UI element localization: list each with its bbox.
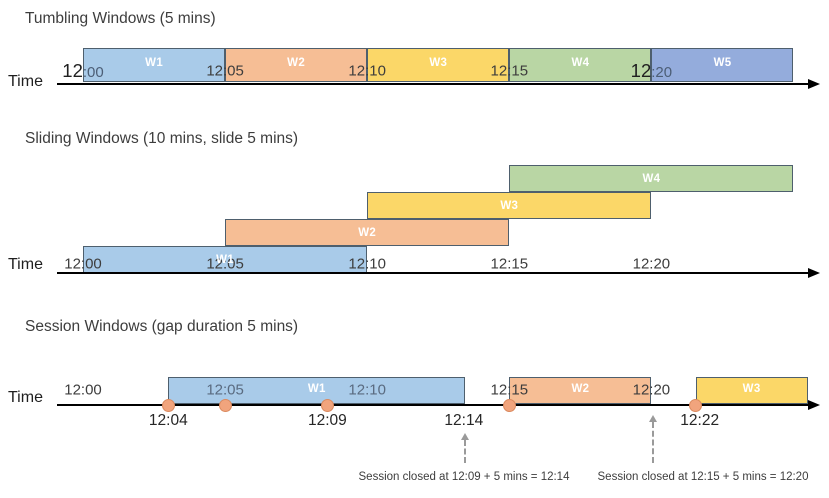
- event-time-label: 12:14: [444, 412, 484, 429]
- window-label: W2: [571, 383, 590, 395]
- time-axis-label: Time: [8, 73, 43, 90]
- event-dot: [502, 398, 516, 412]
- section-title: Tumbling Windows (5 mins): [25, 10, 216, 27]
- event-time-label: 12:09: [307, 412, 347, 429]
- session-close-annotation: Session closed at 12:15 + 5 mins = 12:20: [597, 471, 809, 483]
- window-box-w1: [83, 246, 368, 273]
- time-tick-label: 12:20: [632, 381, 671, 399]
- window-label: W1: [145, 57, 164, 69]
- session-close-arrow: [652, 422, 655, 463]
- time-axis-label: Time: [8, 256, 43, 273]
- window-box-w3: [695, 377, 808, 404]
- window-box-w2: [509, 377, 652, 404]
- timeline-axis: [57, 404, 808, 406]
- window-label: W4: [642, 172, 661, 185]
- window-label: W3: [500, 199, 519, 212]
- time-tick-label: 12:00: [64, 381, 102, 399]
- event-dot: [320, 398, 334, 412]
- timeline-axis: [57, 83, 808, 85]
- window-box-w1: [83, 48, 226, 82]
- time-tick-label: 12:05: [206, 62, 244, 80]
- window-box-w4: [509, 165, 794, 192]
- window-label: W2: [358, 226, 377, 239]
- window-box-w4: [509, 48, 652, 82]
- window-label: W4: [571, 57, 590, 69]
- time-tick-label: 12:10: [348, 62, 386, 80]
- event-time-label: 12:22: [680, 412, 720, 429]
- window-box-w2: [225, 48, 368, 82]
- session-close-arrow: [464, 440, 467, 463]
- time-tick-label: 12:10: [348, 381, 386, 399]
- time-tick-label: 12:15: [490, 255, 529, 273]
- window-label: W2: [287, 57, 306, 69]
- time-tick-label: 12:00: [64, 255, 102, 273]
- time-tick-label: 12:15: [490, 381, 529, 399]
- time-tick-label: 12:05: [206, 255, 244, 273]
- section-title: Session Windows (gap duration 5 mins): [25, 318, 299, 335]
- window-box-w3: [367, 192, 652, 219]
- event-dot: [161, 398, 175, 412]
- section-title: Sliding Windows (10 mins, slide 5 mins): [25, 130, 299, 147]
- time-tick-label: 12:10: [348, 255, 386, 273]
- event-time-label: 12:04: [148, 412, 188, 429]
- time-tick-label: 12:05: [206, 381, 244, 399]
- time-tick-label: 12:20: [630, 60, 673, 81]
- window-box-w5: [651, 48, 794, 82]
- arrow-up-icon: [648, 415, 657, 422]
- timeline-axis: [57, 272, 808, 274]
- window-box-w2: [225, 219, 510, 246]
- window-label: W5: [713, 57, 732, 69]
- arrow-right-icon: [808, 400, 820, 410]
- window-box-w1: [168, 377, 466, 404]
- window-box-w3: [367, 48, 510, 82]
- event-dot: [689, 398, 702, 412]
- time-axis-label: Time: [8, 389, 43, 406]
- time-tick-label: 12:20: [632, 255, 671, 273]
- session-close-annotation: Session closed at 12:09 + 5 mins = 12:14: [358, 471, 570, 483]
- window-label: W1: [307, 383, 326, 395]
- time-tick-label: 12:15: [490, 62, 529, 80]
- time-tick-label: 12:00: [62, 60, 104, 81]
- event-dot: [218, 398, 232, 412]
- arrow-right-icon: [808, 268, 820, 278]
- window-label: W3: [429, 57, 448, 69]
- window-label: W1: [216, 253, 235, 266]
- window-label: W3: [742, 383, 761, 395]
- arrow-right-icon: [808, 79, 820, 89]
- arrow-up-icon: [460, 433, 469, 440]
